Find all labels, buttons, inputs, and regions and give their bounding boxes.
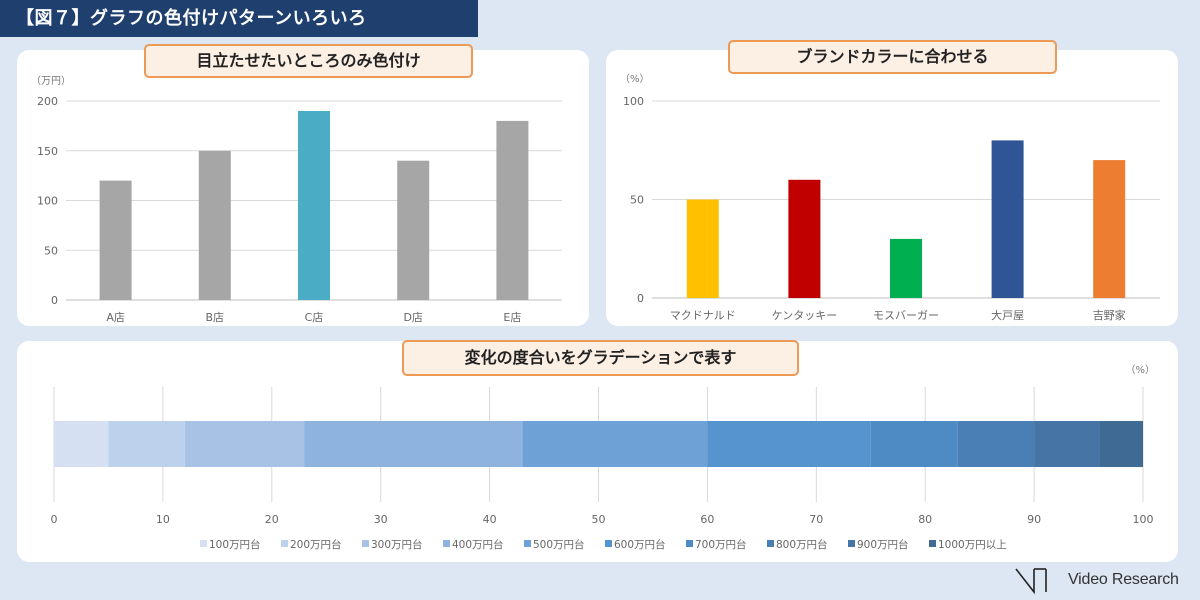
bar-segment	[1034, 421, 1100, 467]
x-tick-label: B店	[206, 310, 225, 324]
bar	[99, 180, 132, 300]
y-axis-unit: （%）	[620, 73, 650, 85]
x-tick-label: A店	[106, 310, 125, 324]
video-research-logo: Video Research	[1012, 566, 1197, 596]
x-axis-unit: （%）	[1125, 364, 1155, 376]
bar	[890, 238, 922, 298]
x-tick-label: 20	[265, 513, 279, 526]
legend-swatch	[605, 540, 612, 547]
x-tick-label: ケンタッキー	[772, 309, 838, 322]
y-tick-label: 100	[37, 195, 58, 208]
legend-label: 200万円台	[290, 538, 342, 551]
legend-swatch	[686, 540, 693, 547]
y-tick-label: 150	[37, 145, 58, 158]
x-tick-label: E店	[503, 310, 521, 324]
legend-swatch	[929, 540, 936, 547]
y-tick-label: 0	[51, 294, 58, 307]
x-tick-label: 0	[51, 513, 58, 526]
legend-label: 400万円台	[452, 538, 504, 551]
bar-segment	[957, 421, 1035, 467]
x-tick-label: D店	[403, 310, 422, 324]
bar-segment	[108, 421, 185, 467]
bar	[1093, 160, 1126, 298]
legend-label: 700万円台	[695, 538, 747, 551]
legend-label: 1000万円以上	[938, 539, 1007, 551]
legend-swatch	[767, 540, 774, 547]
bar-segment	[522, 421, 708, 467]
bar-segment	[184, 421, 305, 467]
y-tick-label: 0	[637, 292, 644, 305]
bar-segment	[304, 421, 523, 467]
y-axis-unit: （万円）	[31, 75, 71, 87]
chart-title-highlight: 目立たせたいところのみ色付け	[144, 44, 473, 78]
x-tick-label: 100	[1133, 513, 1154, 526]
legend-swatch	[848, 540, 855, 547]
x-tick-label: 70	[809, 513, 823, 526]
x-tick-label: 50	[592, 513, 606, 526]
legend-label: 600万円台	[614, 538, 666, 551]
chart-title-gradient: 変化の度合いをグラデーションで表す	[402, 340, 799, 376]
bar-segment	[870, 421, 958, 467]
legend-label: 900万円台	[857, 538, 909, 551]
bar-segment	[707, 421, 871, 467]
x-tick-label: 10	[156, 513, 170, 526]
bar	[298, 110, 330, 300]
legend-swatch	[281, 540, 288, 547]
x-tick-label: 90	[1027, 513, 1041, 526]
legend-swatch	[362, 540, 369, 547]
legend-label: 100万円台	[209, 538, 261, 551]
x-tick-label: 大戸屋	[991, 308, 1024, 322]
y-tick-label: 200	[37, 95, 58, 108]
bar	[788, 179, 821, 298]
chart-title-brand: ブランドカラーに合わせる	[728, 40, 1057, 74]
x-tick-label: 30	[374, 513, 388, 526]
y-tick-label: 50	[630, 194, 644, 207]
bar-segment	[1099, 421, 1143, 467]
legend-swatch	[524, 540, 531, 547]
bar-segment	[54, 421, 109, 467]
bar	[496, 120, 529, 301]
x-tick-label: マクドナルド	[670, 309, 736, 322]
x-tick-label: モスバーガー	[873, 309, 939, 322]
bar	[198, 150, 231, 300]
page-header: 【図７】グラフの色付けパターンいろいろ	[0, 0, 478, 37]
legend-swatch	[443, 540, 450, 547]
legend-label: 300万円台	[371, 538, 423, 551]
x-tick-label: 80	[918, 513, 932, 526]
logo-text: Video Research	[1068, 571, 1179, 588]
legend-swatch	[200, 540, 207, 547]
x-tick-label: 吉野家	[1093, 308, 1126, 322]
x-tick-label: 60	[700, 513, 714, 526]
x-tick-label: 40	[483, 513, 497, 526]
y-tick-label: 50	[44, 244, 58, 257]
x-tick-label: C店	[305, 310, 324, 324]
bar	[991, 140, 1024, 298]
legend-label: 800万円台	[776, 538, 828, 551]
y-tick-label: 100	[623, 95, 644, 108]
bar	[397, 160, 430, 300]
legend-label: 500万円台	[533, 538, 585, 551]
bar	[686, 199, 719, 298]
